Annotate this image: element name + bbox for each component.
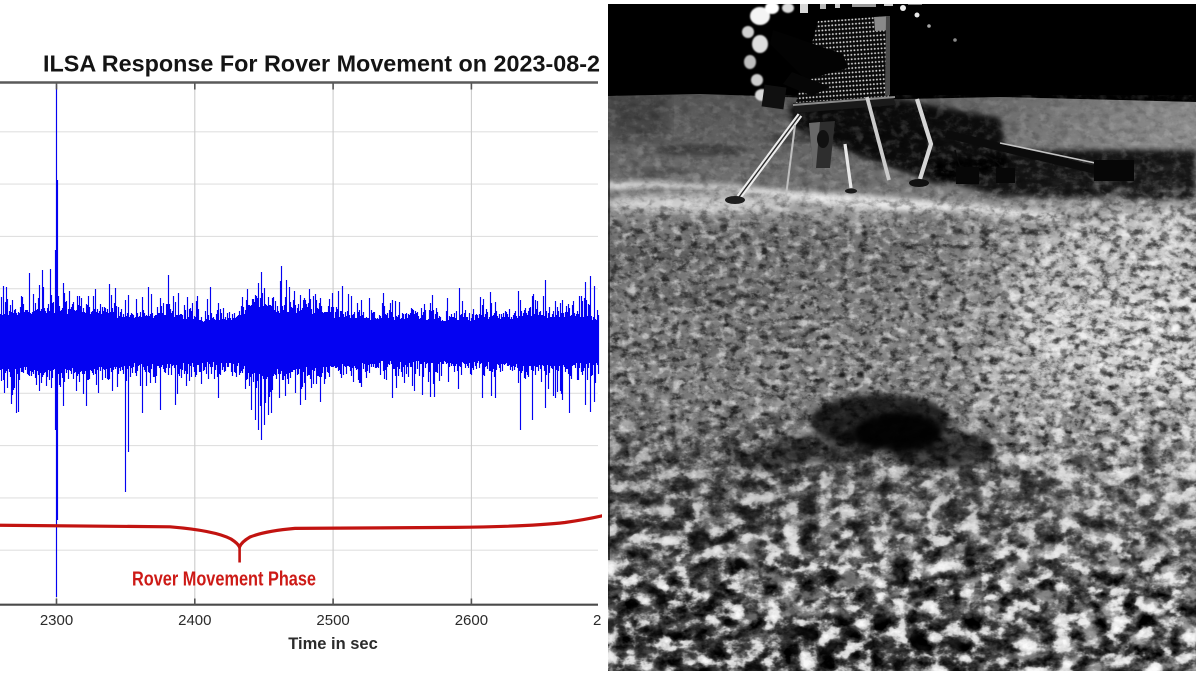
svg-text:2400: 2400 [178, 612, 211, 629]
svg-text:2300: 2300 [40, 612, 73, 629]
svg-text:Time in sec: Time in sec [288, 635, 378, 653]
svg-text:Rover Movement Phase: Rover Movement Phase [132, 569, 316, 591]
svg-text:ILSA Response For Rover Moveme: ILSA Response For Rover Movement on 2023… [43, 51, 600, 77]
svg-text:2700: 2700 [593, 612, 602, 629]
svg-text:2500: 2500 [316, 612, 349, 629]
svg-text:2600: 2600 [455, 612, 488, 629]
